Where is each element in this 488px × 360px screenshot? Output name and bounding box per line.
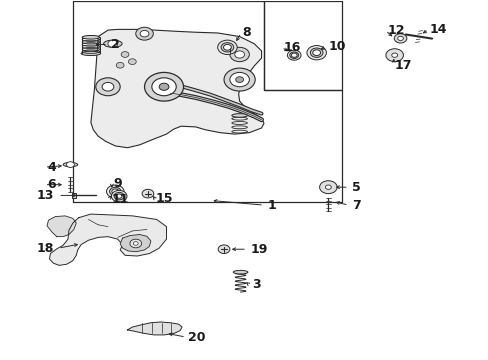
Circle shape (310, 48, 323, 57)
Circle shape (114, 192, 124, 200)
Text: 6: 6 (47, 178, 56, 191)
Circle shape (106, 185, 124, 198)
Text: 1: 1 (267, 199, 276, 212)
Text: 4: 4 (47, 161, 56, 174)
Circle shape (306, 45, 326, 60)
Text: 13: 13 (36, 189, 54, 202)
Circle shape (140, 31, 149, 37)
Ellipse shape (103, 40, 122, 47)
Text: 7: 7 (351, 199, 360, 212)
Circle shape (289, 52, 298, 58)
Polygon shape (91, 30, 264, 148)
Polygon shape (49, 214, 166, 265)
Circle shape (128, 59, 136, 64)
Circle shape (109, 187, 121, 196)
Ellipse shape (233, 270, 247, 274)
Text: 14: 14 (429, 23, 447, 36)
Circle shape (221, 42, 233, 52)
FancyBboxPatch shape (72, 193, 76, 198)
Text: 5: 5 (351, 181, 360, 194)
Circle shape (319, 181, 336, 194)
Circle shape (96, 78, 120, 96)
Circle shape (393, 34, 406, 43)
Text: 20: 20 (188, 331, 205, 344)
Circle shape (121, 51, 129, 57)
Circle shape (152, 78, 176, 96)
Circle shape (397, 36, 403, 40)
Ellipse shape (81, 51, 101, 55)
Circle shape (385, 49, 403, 62)
Text: 12: 12 (386, 24, 404, 37)
Text: 17: 17 (394, 59, 411, 72)
Text: 18: 18 (36, 242, 54, 255)
Circle shape (325, 185, 330, 189)
Text: 9: 9 (114, 177, 122, 190)
Circle shape (116, 62, 124, 68)
Circle shape (111, 190, 127, 202)
Polygon shape (47, 216, 76, 237)
Circle shape (144, 72, 183, 101)
Circle shape (159, 83, 168, 90)
Circle shape (116, 194, 122, 198)
Circle shape (133, 242, 138, 245)
Circle shape (218, 245, 229, 253)
Circle shape (391, 53, 397, 57)
Circle shape (108, 40, 118, 47)
Circle shape (287, 50, 301, 60)
Circle shape (66, 162, 74, 167)
Circle shape (235, 77, 243, 82)
Text: 10: 10 (328, 40, 345, 53)
Circle shape (142, 189, 154, 198)
Text: 2: 2 (111, 38, 120, 51)
Ellipse shape (82, 36, 100, 39)
Circle shape (234, 51, 244, 58)
Circle shape (224, 68, 255, 91)
Text: 19: 19 (250, 243, 267, 256)
Circle shape (291, 53, 297, 57)
Circle shape (312, 50, 320, 55)
Circle shape (223, 44, 231, 50)
Polygon shape (120, 234, 151, 252)
Text: 15: 15 (156, 192, 173, 205)
Circle shape (229, 72, 249, 87)
Ellipse shape (63, 162, 78, 167)
Text: 16: 16 (283, 41, 300, 54)
Circle shape (136, 27, 153, 40)
Text: 11: 11 (112, 193, 129, 206)
Polygon shape (127, 322, 182, 335)
Text: 3: 3 (251, 278, 260, 291)
Circle shape (112, 189, 119, 194)
Ellipse shape (231, 114, 247, 117)
Circle shape (130, 239, 142, 248)
Text: 8: 8 (242, 26, 250, 39)
Circle shape (217, 40, 237, 54)
Circle shape (102, 82, 114, 91)
Circle shape (229, 47, 249, 62)
